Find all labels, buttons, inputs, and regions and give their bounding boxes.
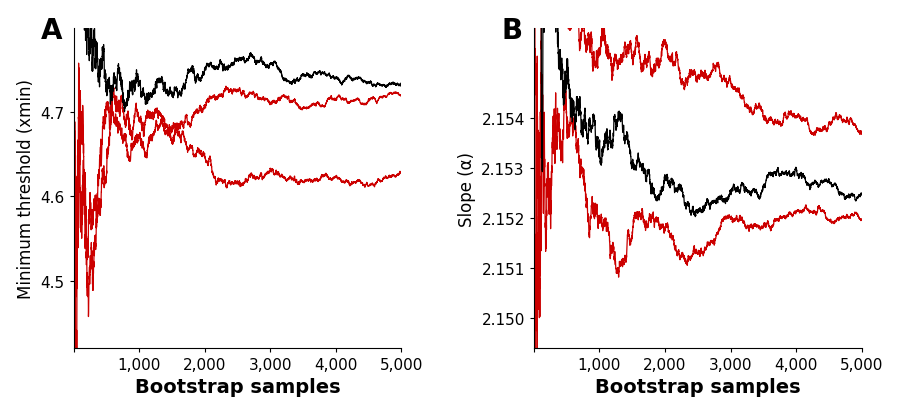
X-axis label: Bootstrap samples: Bootstrap samples <box>135 377 340 396</box>
Y-axis label: Slope (α): Slope (α) <box>458 151 476 226</box>
Text: B: B <box>501 17 522 45</box>
X-axis label: Bootstrap samples: Bootstrap samples <box>595 377 800 396</box>
Text: A: A <box>40 17 62 45</box>
Y-axis label: Minimum threshold (xmin): Minimum threshold (xmin) <box>17 79 35 298</box>
